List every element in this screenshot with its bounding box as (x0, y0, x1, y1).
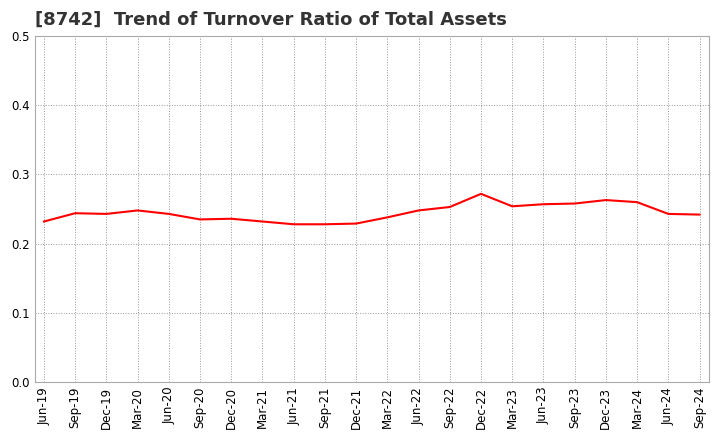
Text: [8742]  Trend of Turnover Ratio of Total Assets: [8742] Trend of Turnover Ratio of Total … (35, 11, 506, 29)
